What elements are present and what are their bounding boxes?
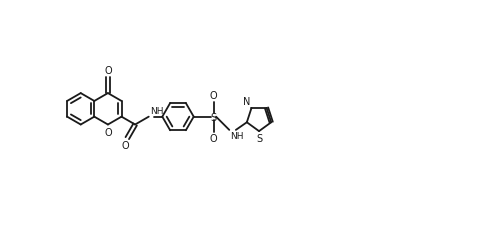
Text: S: S [256,134,263,144]
Text: O: O [210,134,217,144]
Text: O: O [210,91,217,101]
Text: O: O [104,66,112,76]
Text: O: O [104,128,112,137]
Text: S: S [210,112,217,122]
Text: NH: NH [230,131,244,140]
Text: O: O [122,140,129,150]
Text: NH: NH [150,106,164,116]
Text: N: N [244,97,251,106]
